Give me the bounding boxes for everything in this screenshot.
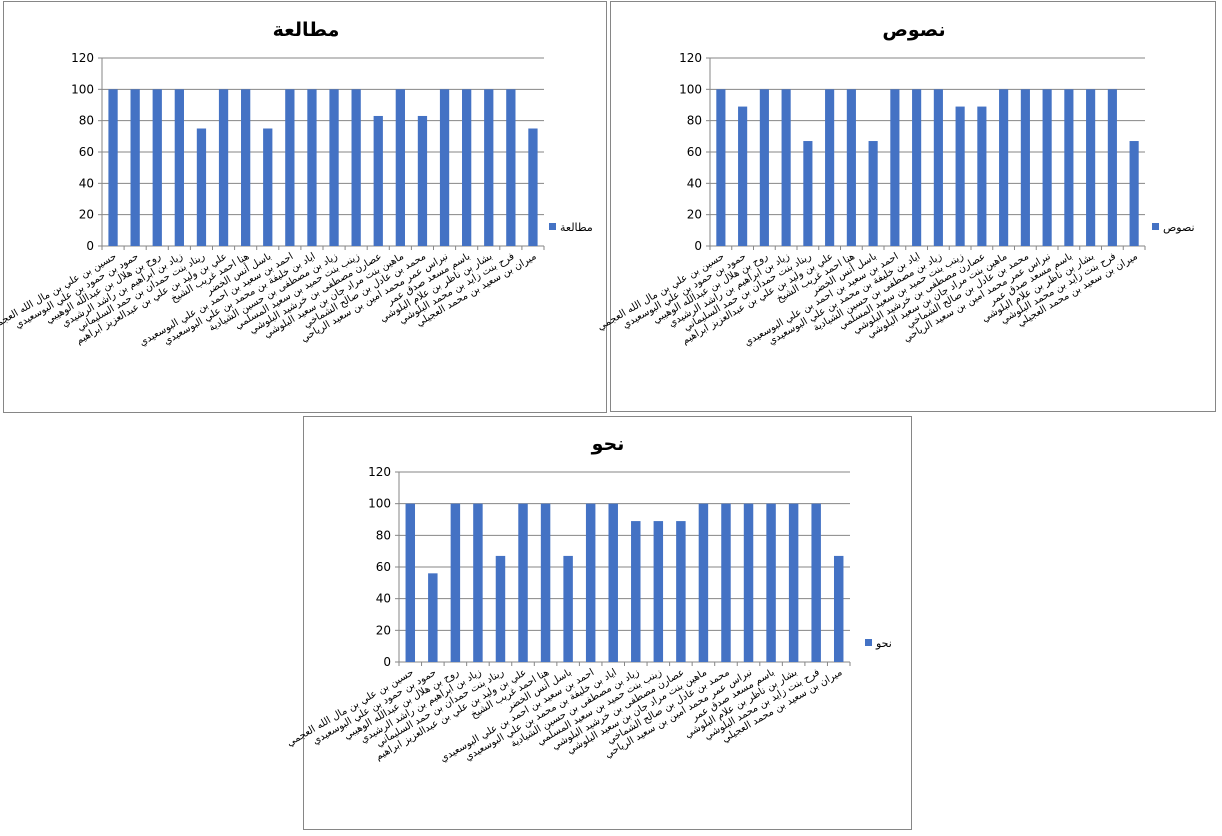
bar <box>766 503 776 662</box>
y-tick-label: 80 <box>376 528 391 542</box>
bar <box>721 503 731 662</box>
bar <box>1086 89 1096 246</box>
bar <box>285 89 295 246</box>
bar <box>528 128 538 246</box>
bar <box>585 503 596 662</box>
bar <box>351 89 361 246</box>
bar <box>373 115 383 246</box>
bar <box>955 106 965 246</box>
y-tick-label: 20 <box>79 208 94 222</box>
bar <box>846 89 856 246</box>
bar <box>405 503 416 662</box>
bar <box>495 555 506 662</box>
y-tick-label: 60 <box>376 560 391 574</box>
y-tick-label: 60 <box>687 145 702 159</box>
bar <box>788 503 799 662</box>
bar <box>130 89 140 246</box>
bar <box>1042 89 1052 246</box>
bar <box>263 128 273 246</box>
bar <box>738 106 748 246</box>
bar <box>833 555 844 662</box>
legend-label: نحو <box>875 637 892 650</box>
bar <box>1129 141 1139 246</box>
bar <box>218 89 229 246</box>
bar <box>152 89 162 246</box>
bar <box>759 89 769 246</box>
y-tick-label: 80 <box>79 114 94 128</box>
y-tick-label: 100 <box>368 497 391 511</box>
y-tick-label: 0 <box>86 239 94 253</box>
bar <box>977 106 987 246</box>
legend-swatch <box>865 639 872 646</box>
y-tick-label: 40 <box>376 592 391 606</box>
bar <box>743 503 754 662</box>
bar <box>1020 89 1030 246</box>
y-tick-label: 60 <box>79 145 94 159</box>
bar <box>196 128 207 246</box>
bar <box>241 89 251 246</box>
y-tick-label: 100 <box>71 82 94 96</box>
bar <box>307 89 317 246</box>
bar <box>439 89 450 246</box>
bar <box>868 141 878 246</box>
chart-title: نصوص <box>882 19 945 41</box>
bar <box>1107 89 1117 246</box>
y-tick-label: 80 <box>687 114 702 128</box>
bar <box>698 503 709 662</box>
bar <box>653 521 664 662</box>
chart-panel-nusus: نصوص 0 20 40 60 80 100 120 حسين بن علي بن مال ال… <box>596 1 1216 412</box>
legend-swatch <box>1152 223 1159 230</box>
legend-label: نصوص <box>1163 221 1195 234</box>
y-tick-label: 100 <box>679 82 702 96</box>
bar <box>890 89 900 246</box>
bar <box>540 503 551 662</box>
bar <box>428 573 438 662</box>
bar <box>329 89 339 246</box>
bar <box>676 521 686 662</box>
bar <box>417 115 428 246</box>
y-tick-label: 40 <box>687 176 702 190</box>
bar <box>174 89 184 246</box>
y-tick-label: 20 <box>687 208 702 222</box>
bar <box>462 89 472 246</box>
bar <box>450 503 461 662</box>
bar <box>811 503 821 662</box>
bar <box>108 89 118 246</box>
bar <box>395 89 405 246</box>
bar <box>999 89 1009 246</box>
y-tick-label: 0 <box>383 655 391 669</box>
bar <box>473 503 483 662</box>
legend-swatch <box>549 223 556 230</box>
bar <box>506 89 516 246</box>
bar <box>781 89 791 246</box>
bar <box>803 141 813 246</box>
y-tick-label: 120 <box>368 465 391 479</box>
chart-panel-nahw: نحو 0 20 40 60 80 100 120 حسين بن علي بن مال الل… <box>285 416 912 830</box>
chart-title: مطالعة <box>273 19 340 41</box>
y-tick-label: 0 <box>694 239 702 253</box>
bar <box>825 89 835 246</box>
bar <box>563 555 573 662</box>
bar <box>608 503 618 662</box>
bar <box>518 503 528 662</box>
y-tick-label: 40 <box>79 176 94 190</box>
y-tick-label: 120 <box>679 51 702 65</box>
y-tick-label: 120 <box>71 51 94 65</box>
chart-panel-mutalaa: مطالعة 0 20 40 60 80 100 120 حسين بن علي بن مال … <box>0 1 607 413</box>
bar <box>631 521 641 662</box>
bar <box>716 89 726 246</box>
bar <box>933 89 943 246</box>
bar <box>1064 89 1074 246</box>
legend-label: مطالعة <box>560 221 593 234</box>
bar <box>912 89 922 246</box>
bar <box>484 89 494 246</box>
chart-title: نحو <box>591 433 625 455</box>
y-tick-label: 20 <box>376 623 391 637</box>
